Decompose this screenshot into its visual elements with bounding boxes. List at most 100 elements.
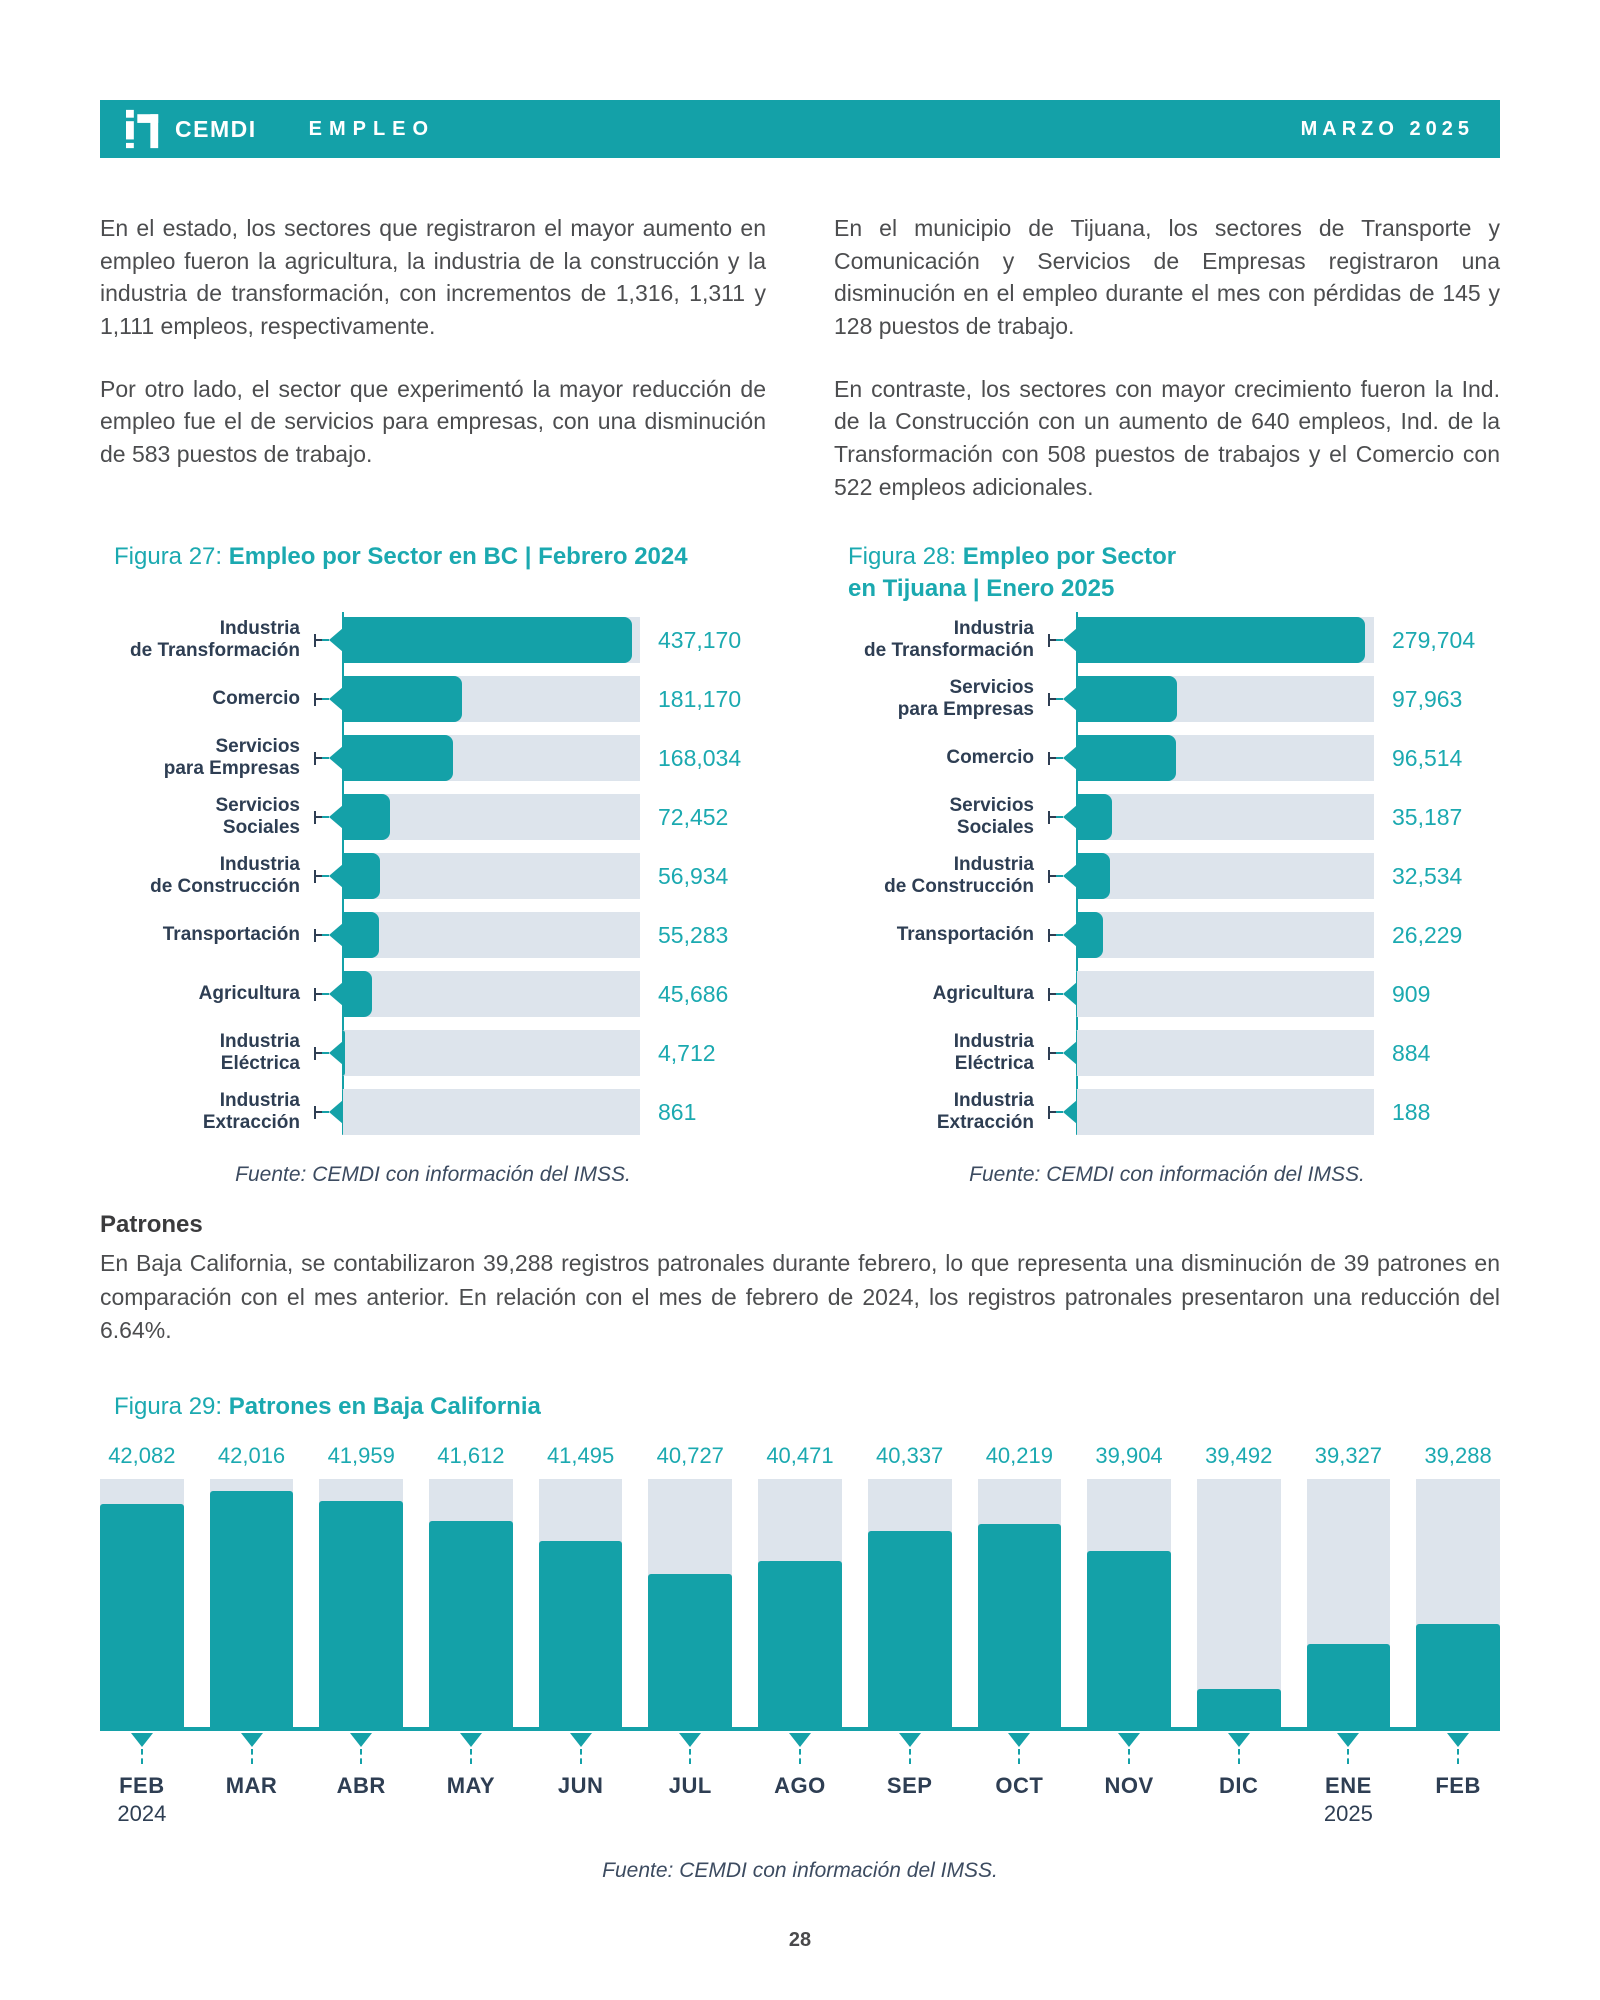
category-marker: [1034, 810, 1076, 824]
chart-row: Comercio 181,170: [100, 676, 766, 723]
axis-pointer-icon: [130, 1732, 153, 1747]
bar-value: 40,727: [656, 1442, 724, 1468]
category-label: Servicios Sociales: [949, 795, 1035, 839]
year-label: [1126, 1801, 1132, 1831]
leader-dash-icon: [1053, 698, 1063, 701]
category-label: Industria Eléctrica: [219, 1031, 300, 1075]
axis-pointer-icon: [459, 1732, 482, 1747]
intro-left-column: En el estado, los sectores que registrar…: [100, 212, 766, 533]
bar-track: [758, 1478, 842, 1729]
leader-dash-icon: [1053, 639, 1063, 642]
bar-fill: [758, 1561, 842, 1729]
month-label: NOV: [1104, 1772, 1154, 1798]
patrones-paragraph: En Baja California, se contabilizaron 39…: [100, 1250, 1500, 1343]
bar-value: 42,082: [108, 1442, 176, 1468]
bar-track: [329, 853, 640, 900]
bar-fill: [1076, 912, 1104, 959]
bar-value: 41,495: [546, 1442, 615, 1468]
bar-value: 279,704: [1392, 626, 1476, 653]
bar-fill: [342, 676, 462, 723]
bar-arrow-icon: [329, 1100, 343, 1125]
leader-dash-icon: [319, 639, 329, 642]
year-label: [468, 1801, 474, 1831]
chart-column: 39,904 NOV: [1087, 1443, 1171, 1831]
bar-track: [329, 617, 640, 664]
bar-arrow-icon: [329, 746, 343, 771]
page-header: CEMDI EMPLEO MARZO 2025: [100, 100, 1500, 158]
year-label: [578, 1801, 584, 1831]
chart-row: Servicios Sociales 72,452: [100, 794, 766, 841]
leader-dash-icon: [319, 757, 329, 760]
axis-pointer-icon: [569, 1732, 592, 1747]
bar-fill: [342, 735, 454, 782]
category-label: Agricultura: [932, 983, 1034, 1005]
bar-value: 55,283: [658, 921, 729, 948]
figure-27-title: Figura 27: Empleo por Sector en BC | Feb…: [114, 543, 688, 571]
tick-icon: [313, 810, 322, 824]
month-label: ENE: [1325, 1772, 1372, 1798]
category-label: Servicios para Empresas: [897, 677, 1034, 721]
chart-column: 39,492 DIC: [1196, 1443, 1281, 1831]
month-label: ABR: [336, 1772, 386, 1798]
chart-row: Transportación 55,283: [100, 912, 766, 959]
bar-fill: [1196, 1688, 1281, 1729]
year-label: [1455, 1801, 1461, 1831]
bar-track: [1063, 1030, 1374, 1077]
category-marker: [300, 751, 342, 765]
chart-row: Servicios para Empresas 168,034: [100, 735, 766, 782]
bar-track: [1087, 1478, 1171, 1729]
category-marker: [300, 869, 342, 883]
category-label: Industria de Transformación: [130, 618, 300, 662]
bar-track: [1063, 617, 1374, 664]
month-label: DIC: [1219, 1772, 1259, 1798]
bar-fill: [1087, 1551, 1171, 1729]
figure-29: Figura 29: Patrones en Baja California 4…: [100, 1391, 1500, 1883]
figure-29-label: Figura 29:: [114, 1393, 229, 1421]
bar-value: 39,904: [1095, 1442, 1163, 1468]
axis-pointer-icon: [1447, 1732, 1470, 1747]
bar-value: 188: [1392, 1098, 1431, 1125]
tick-icon: [1047, 987, 1056, 1001]
bar-track: [319, 1478, 404, 1729]
bar-track: [429, 1478, 513, 1729]
leader-dash-icon: [1053, 993, 1063, 996]
chart-row: Industria Extracción 861: [100, 1089, 766, 1136]
bar-arrow-icon: [1063, 628, 1077, 653]
chart-row: Agricultura 45,686: [100, 971, 766, 1018]
year-label: [687, 1801, 693, 1831]
leader-dash-icon: [1053, 1052, 1063, 1055]
tick-icon: [1047, 692, 1056, 706]
tick-dash-icon: [579, 1748, 582, 1764]
bar-arrow-icon: [1063, 982, 1077, 1007]
figure-28-label: Figura 28:: [848, 543, 963, 571]
figure-27-source: Fuente: CEMDI con información del IMSS.: [235, 1163, 631, 1187]
category-marker: [1034, 1105, 1076, 1119]
category-marker: [1034, 1046, 1076, 1060]
bar-track: [329, 971, 640, 1018]
bar-value: 437,170: [658, 626, 742, 653]
tick-dash-icon: [250, 1748, 253, 1764]
month-label: SEP: [886, 1772, 933, 1798]
leader-dash-icon: [319, 698, 329, 701]
year-label: [1236, 1801, 1242, 1831]
tick-dash-icon: [1347, 1748, 1350, 1764]
bar-track: [209, 1478, 294, 1729]
bar-track: [329, 676, 640, 723]
month-label: MAR: [225, 1772, 278, 1798]
leader-dash-icon: [1053, 1111, 1063, 1114]
category-label: Servicios para Empresas: [163, 736, 300, 780]
tick-dash-icon: [689, 1748, 692, 1764]
axis-pointer-icon: [1118, 1732, 1141, 1747]
bar-value: 181,170: [658, 685, 742, 712]
category-label: Comercio: [946, 747, 1034, 769]
category-marker: [300, 1105, 342, 1119]
bar-value: 40,219: [985, 1442, 1053, 1468]
bar-arrow-icon: [1063, 687, 1077, 712]
bar-track: [1063, 794, 1374, 841]
paragraph: En el municipio de Tijuana, los sectores…: [834, 215, 1500, 339]
bar-track: [867, 1478, 952, 1729]
bar-value: 72,452: [658, 803, 729, 830]
figure-28: Figura 28: Empleo por Sector en Tijuana |…: [834, 541, 1500, 1187]
chart-column: 40,727 JUL: [648, 1442, 733, 1831]
